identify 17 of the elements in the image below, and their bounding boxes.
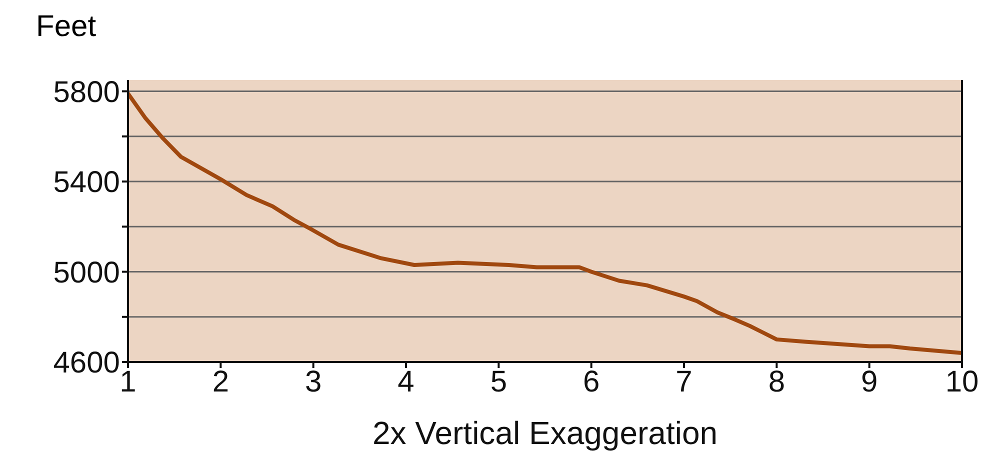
x-tick-label: 8 xyxy=(768,365,786,398)
y-axis-title: Feet xyxy=(36,10,96,44)
line-series xyxy=(128,92,962,355)
x-tick-label: 1 xyxy=(120,365,136,398)
x-tick-label: 3 xyxy=(304,365,322,398)
y-tick-label: 5800 xyxy=(53,76,120,109)
x-tick-label: 10 xyxy=(945,365,979,398)
x-tick-label: 7 xyxy=(676,365,692,398)
y-tick-label: 4600 xyxy=(53,346,120,380)
y-tick-label: 5000 xyxy=(53,256,120,290)
x-tick-label: 6 xyxy=(582,365,600,398)
x-axis-title: 2x Vertical Exaggeration xyxy=(372,415,718,451)
x-tick-label: 5 xyxy=(490,365,508,398)
x-tick-label: 2 xyxy=(212,365,230,398)
x-tick-label: 9 xyxy=(860,365,878,398)
x-tick-label: 4 xyxy=(398,365,414,398)
y-tick-label: 5400 xyxy=(53,166,120,200)
